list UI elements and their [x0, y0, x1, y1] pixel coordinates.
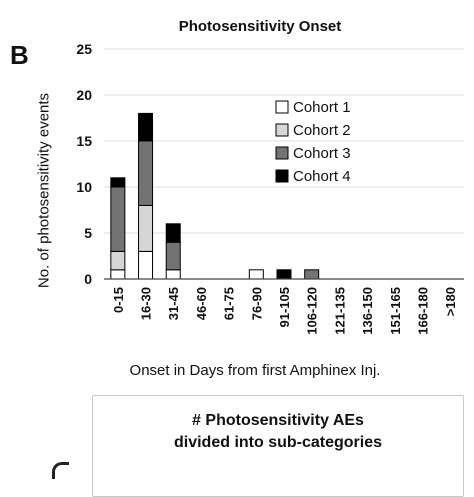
subcategory-title: # Photosensitivity AEs divided into sub-…: [93, 410, 463, 454]
legend-label: Cohort 2: [293, 122, 351, 139]
bar-segment: [138, 250, 154, 280]
legend: Cohort 1 Cohort 2 Cohort 3 Cohort 4: [275, 99, 351, 185]
x-tick-label: 106-120: [305, 287, 320, 335]
y-tick-label: 10: [76, 179, 92, 195]
x-tick-label: 31-45: [166, 287, 181, 320]
bar-segment: [110, 186, 126, 252]
subcategory-title-line1: # Photosensitivity AEs: [192, 412, 364, 429]
bar-segment: [276, 269, 292, 280]
partial-panel-mark: [52, 462, 69, 479]
y-tick-label: 25: [76, 41, 92, 57]
legend-swatch: [275, 169, 289, 183]
x-tick-label: 121-135: [332, 287, 347, 335]
bar-segment: [138, 204, 154, 252]
x-tick-label: 16-30: [139, 287, 154, 320]
x-tick-label: 151-165: [388, 287, 403, 335]
bars: [110, 112, 320, 280]
bar-segment: [110, 250, 126, 271]
x-axis-ticks: 0-15 16-30 31-45 46-60 61-75 76-90 91-105 106-1…: [111, 287, 458, 335]
bar-segment: [110, 177, 126, 188]
y-tick-label: 15: [76, 133, 92, 149]
bar-segment: [304, 269, 320, 280]
bar-segment: [110, 269, 126, 280]
legend-swatch: [275, 146, 289, 160]
gridlines: [104, 48, 464, 234]
stacked-bar-chart: Photosensitivity Onset 0 5 10 15 20 25 0-15 16…: [76, 18, 464, 335]
chart-title: Photosensitivity Onset: [179, 18, 342, 35]
x-tick-label: 61-75: [222, 287, 237, 320]
bar-segment: [165, 223, 181, 243]
subcategory-title-line2: divided into sub-categories: [173, 434, 383, 451]
bar-segment: [165, 269, 181, 280]
x-tick-label: 136-150: [360, 287, 375, 335]
panel-letter: B: [10, 40, 29, 70]
y-tick-label: 0: [84, 271, 92, 287]
legend-label: Cohort 3: [293, 145, 351, 162]
bar-segment: [248, 269, 264, 280]
legend-label: Cohort 1: [293, 99, 351, 116]
bar-segment: [165, 241, 181, 271]
y-axis-ticks: 0 5 10 15 20 25: [76, 41, 92, 287]
y-axis-label: No. of photosensitivity events: [35, 92, 53, 289]
x-tick-label: 91-105: [277, 287, 292, 327]
bar-segment: [138, 112, 154, 142]
legend-label: Cohort 4: [293, 168, 351, 185]
x-tick-label: 76-90: [249, 287, 264, 320]
x-tick-label: >180: [443, 287, 458, 316]
y-tick-label: 20: [76, 87, 92, 103]
x-tick-label: 0-15: [111, 287, 126, 313]
bar-segment: [138, 140, 154, 206]
subcategory-box: # Photosensitivity AEs divided into sub-…: [92, 395, 464, 497]
legend-swatch: [275, 123, 289, 137]
x-tick-label: 46-60: [194, 287, 209, 320]
x-tick-label: 166-180: [415, 287, 430, 335]
y-tick-label: 5: [84, 225, 92, 241]
x-axis-label: Onset in Days from first Amphinex Inj.: [129, 362, 381, 379]
legend-swatch: [275, 100, 289, 114]
